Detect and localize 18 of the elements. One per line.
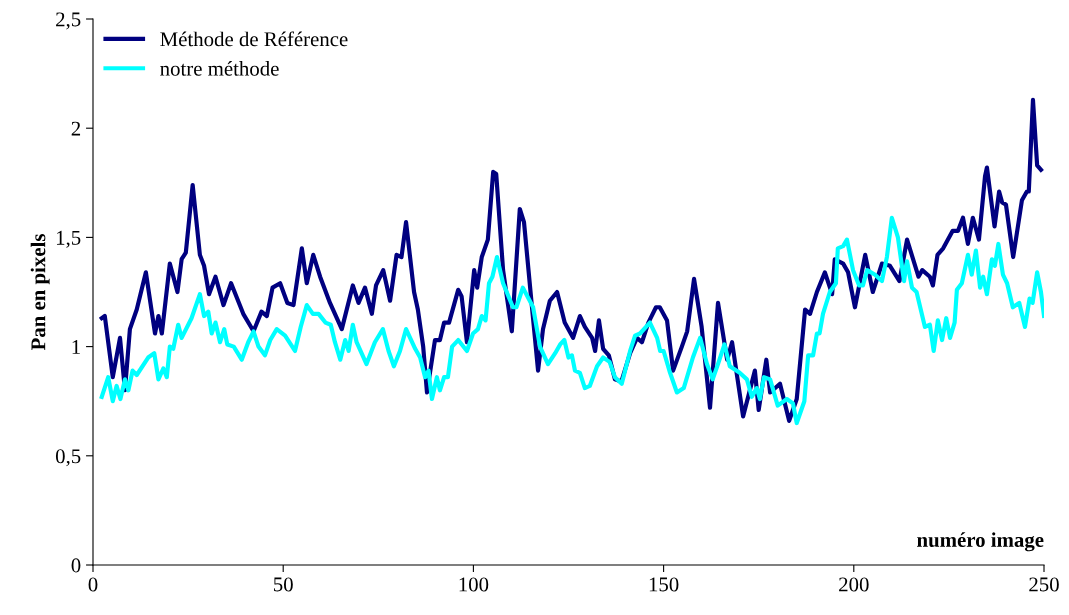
legend-label: notre méthode (160, 61, 279, 76)
x-tick-label: 100 (459, 577, 489, 592)
x-tick-label: 50 (273, 577, 293, 592)
x-tick-label: 150 (649, 577, 679, 592)
y-tick-label: 1,5 (56, 230, 81, 248)
x-tick-label: 250 (1029, 577, 1059, 592)
x-axis-title: numéro image (917, 532, 1044, 552)
y-axis-title: Pan en pixels (30, 234, 50, 351)
x-tick-label: 200 (839, 577, 869, 592)
legend-label: Méthode de Référence (160, 31, 348, 47)
y-tick-label: 2,5 (56, 12, 81, 30)
y-tick-label: 0 (71, 558, 81, 573)
y-tick-label: 1 (72, 340, 80, 354)
x-tick-label: 0 (88, 577, 98, 592)
line-series (99, 97, 1044, 423)
y-tick-label: 0,5 (55, 449, 81, 467)
line-series (99, 215, 1044, 426)
y-tick-label: 2 (71, 121, 81, 136)
